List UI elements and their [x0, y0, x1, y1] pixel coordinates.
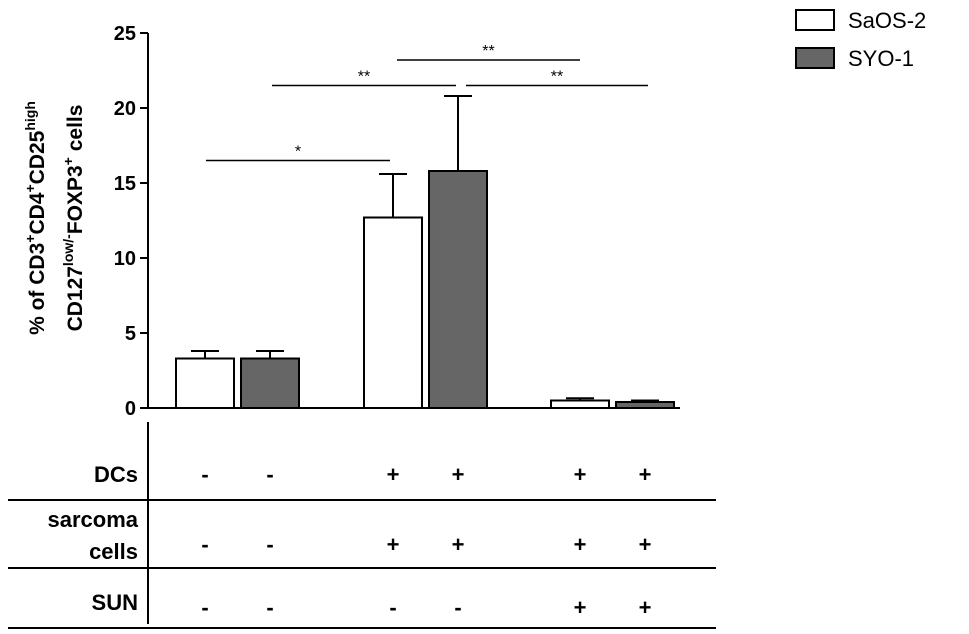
condition-sign: - [266, 462, 273, 487]
condition-row-label: cells [89, 539, 138, 564]
bar-syo-1-group-1 [428, 170, 488, 409]
ylabel-segment: % of CD3 [26, 243, 49, 335]
y-tick-label: 25 [114, 23, 136, 45]
y-tick-label: 20 [114, 98, 136, 120]
condition-sign: + [452, 532, 465, 557]
condition-sign: - [201, 532, 208, 557]
condition-sign: + [574, 462, 587, 487]
condition-row-label: sarcoma [47, 507, 138, 532]
condition-sign: - [454, 595, 461, 620]
ylabel-superscript: low/- [60, 234, 76, 266]
ylabel-superscript: high [22, 101, 38, 131]
significance-label: ** [358, 69, 370, 86]
significance-label: ** [482, 43, 494, 60]
ylabel-segment: CD127 [64, 266, 87, 331]
condition-row-label: DCs [94, 462, 138, 487]
bar-saos-2-group-0 [175, 357, 235, 409]
condition-sign: - [201, 595, 208, 620]
legend-label: SaOS-2 [848, 8, 926, 33]
ylabel-segment: cells [64, 105, 87, 158]
condition-sign: - [266, 532, 273, 557]
bar-saos-2-group-2 [550, 399, 610, 409]
y-axis-label-line-2: CD127low/-FOXP3+ cells [60, 105, 87, 332]
significance-label: ** [551, 69, 563, 86]
y-tick-label: 15 [114, 173, 136, 195]
y-tick-label: 5 [125, 323, 136, 345]
legend-swatch-saos-2 [795, 9, 835, 31]
y-tick-label: 0 [125, 398, 136, 420]
condition-sign: - [389, 595, 396, 620]
ylabel-superscript: + [22, 235, 38, 243]
condition-sign: + [387, 532, 400, 557]
significance-label: * [295, 144, 301, 161]
y-axis-label-line-1: % of CD3+CD4+CD25high [22, 101, 49, 335]
condition-sign: + [639, 532, 652, 557]
legend-label: SYO-1 [848, 46, 914, 71]
bar-syo-1-group-0 [240, 357, 300, 409]
condition-sign: + [387, 462, 400, 487]
ylabel-segment: CD4 [26, 192, 49, 234]
condition-sign: - [201, 462, 208, 487]
condition-sign: - [266, 595, 273, 620]
bar-saos-2-group-1 [363, 216, 423, 409]
ylabel-superscript: + [60, 157, 76, 165]
condition-sign: + [639, 595, 652, 620]
bar-syo-1-group-2 [615, 401, 675, 409]
condition-sign: + [574, 595, 587, 620]
ylabel-superscript: + [22, 184, 38, 192]
ylabel-segment: CD25 [26, 130, 49, 184]
condition-sign: + [574, 532, 587, 557]
condition-sign: + [452, 462, 465, 487]
condition-row-label: SUN [92, 590, 138, 615]
legend-swatch-syo-1 [795, 47, 835, 69]
ylabel-segment: FOXP3 [64, 165, 87, 234]
condition-sign: + [639, 462, 652, 487]
y-tick-label: 10 [114, 248, 136, 270]
